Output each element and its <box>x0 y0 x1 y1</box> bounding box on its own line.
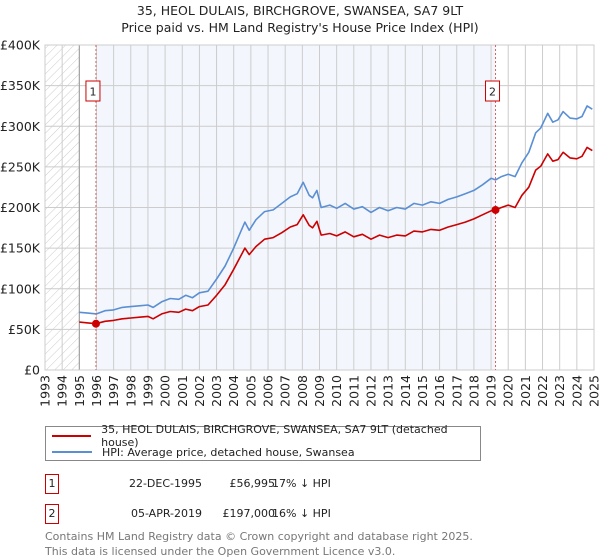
x-tick-label: 2009 <box>312 375 327 407</box>
transaction-date: 22-DEC-1995 <box>128 477 202 490</box>
x-tick-label: 2013 <box>381 375 396 407</box>
x-tick-label: 2012 <box>363 375 378 407</box>
sale-label: 2 <box>489 86 496 99</box>
y-tick-label: £400K <box>0 38 41 53</box>
sale-label: 1 <box>89 86 96 99</box>
x-tick-label: 1994 <box>55 375 70 407</box>
sale-point <box>491 205 500 214</box>
y-tick-label: £150K <box>0 241 41 256</box>
x-tick-label: 1998 <box>123 375 138 407</box>
x-tick-label: 2007 <box>278 375 293 407</box>
legend-swatch-blue <box>52 451 92 453</box>
x-tick-label: 2017 <box>449 375 464 407</box>
x-tick-label: 2023 <box>552 375 567 407</box>
transaction-hpi-diff: 17% ↓ HPI <box>272 477 331 490</box>
footer-copyright: Contains HM Land Registry data © Crown c… <box>45 530 473 543</box>
x-tick-label: 2005 <box>243 375 258 407</box>
x-tick-label: 1999 <box>140 375 155 407</box>
legend-item-property: 35, HEOL DULAIS, BIRCHGROVE, SWANSEA, SA… <box>52 423 480 449</box>
transaction-row: 2 05-APR-2019 £197,000 16% ↓ HPI <box>45 504 445 524</box>
y-tick-label: £50K <box>8 322 41 337</box>
price-chart: 35, HEOL DULAIS, BIRCHGROVE, SWANSEA, SA… <box>0 3 600 407</box>
x-tick-label: 2003 <box>209 375 224 407</box>
x-tick-label: 2010 <box>329 375 344 407</box>
transaction-price: £197,000 <box>222 507 276 520</box>
sale-point <box>91 319 100 328</box>
footer-licence: This data is licensed under the Open Gov… <box>45 545 396 558</box>
legend-label: HPI: Average price, detached house, Swan… <box>102 445 355 459</box>
x-tick-label: 2015 <box>415 375 430 407</box>
transaction-date: 05-APR-2019 <box>130 507 202 520</box>
x-tick-label: 2006 <box>261 375 276 407</box>
legend-swatch-red <box>52 435 92 437</box>
x-tick-label: 1993 <box>38 375 53 407</box>
x-tick-label: 2021 <box>518 375 533 407</box>
y-tick-label: £300K <box>0 119 41 134</box>
legend: 35, HEOL DULAIS, BIRCHGROVE, SWANSEA, SA… <box>45 423 481 461</box>
y-tick-label: £200K <box>0 200 41 215</box>
marker-badge: 2 <box>45 504 59 524</box>
x-tick-label: 2025 <box>587 375 600 407</box>
property-price-line <box>79 146 593 325</box>
transaction-price: £56,995 <box>229 477 276 490</box>
x-tick-label: 2004 <box>226 375 241 407</box>
transaction-hpi-diff: 16% ↓ HPI <box>272 507 331 520</box>
legend-item-hpi: HPI: Average price, detached house, Swan… <box>52 445 355 459</box>
hpi-line <box>79 105 593 315</box>
x-tick-label: 1995 <box>72 375 87 407</box>
y-tick-label: £0 <box>24 363 40 378</box>
x-tick-label: 2018 <box>466 375 481 407</box>
y-tick-label: £250K <box>0 159 41 174</box>
x-tick-label: 2002 <box>192 375 207 407</box>
y-tick-label: £100K <box>0 281 41 296</box>
sale-label-box <box>85 80 101 102</box>
x-tick-label: 2000 <box>158 375 173 407</box>
chart-subtitle: Price paid vs. HM Land Registry's House … <box>121 20 478 35</box>
x-tick-label: 2014 <box>398 375 413 407</box>
plot-frame <box>44 44 595 371</box>
marker-badge: 1 <box>45 474 59 494</box>
x-tick-label: 2008 <box>295 375 310 407</box>
x-tick-label: 1997 <box>106 375 121 407</box>
chart-title: 35, HEOL DULAIS, BIRCHGROVE, SWANSEA, SA… <box>137 3 464 18</box>
x-tick-label: 1996 <box>89 375 104 407</box>
y-tick-label: £350K <box>0 78 41 93</box>
x-tick-label: 2022 <box>535 375 550 407</box>
x-tick-label: 2011 <box>346 375 361 407</box>
x-tick-label: 2001 <box>175 375 190 407</box>
x-tick-label: 2020 <box>501 375 516 407</box>
x-tick-label: 2019 <box>484 375 499 407</box>
sale-label-box <box>485 80 501 102</box>
transaction-row: 1 22-DEC-1995 £56,995 17% ↓ HPI <box>45 474 445 494</box>
legend-label: 35, HEOL DULAIS, BIRCHGROVE, SWANSEA, SA… <box>101 423 448 449</box>
x-tick-label: 2024 <box>569 375 584 407</box>
x-tick-label: 2016 <box>432 375 447 407</box>
